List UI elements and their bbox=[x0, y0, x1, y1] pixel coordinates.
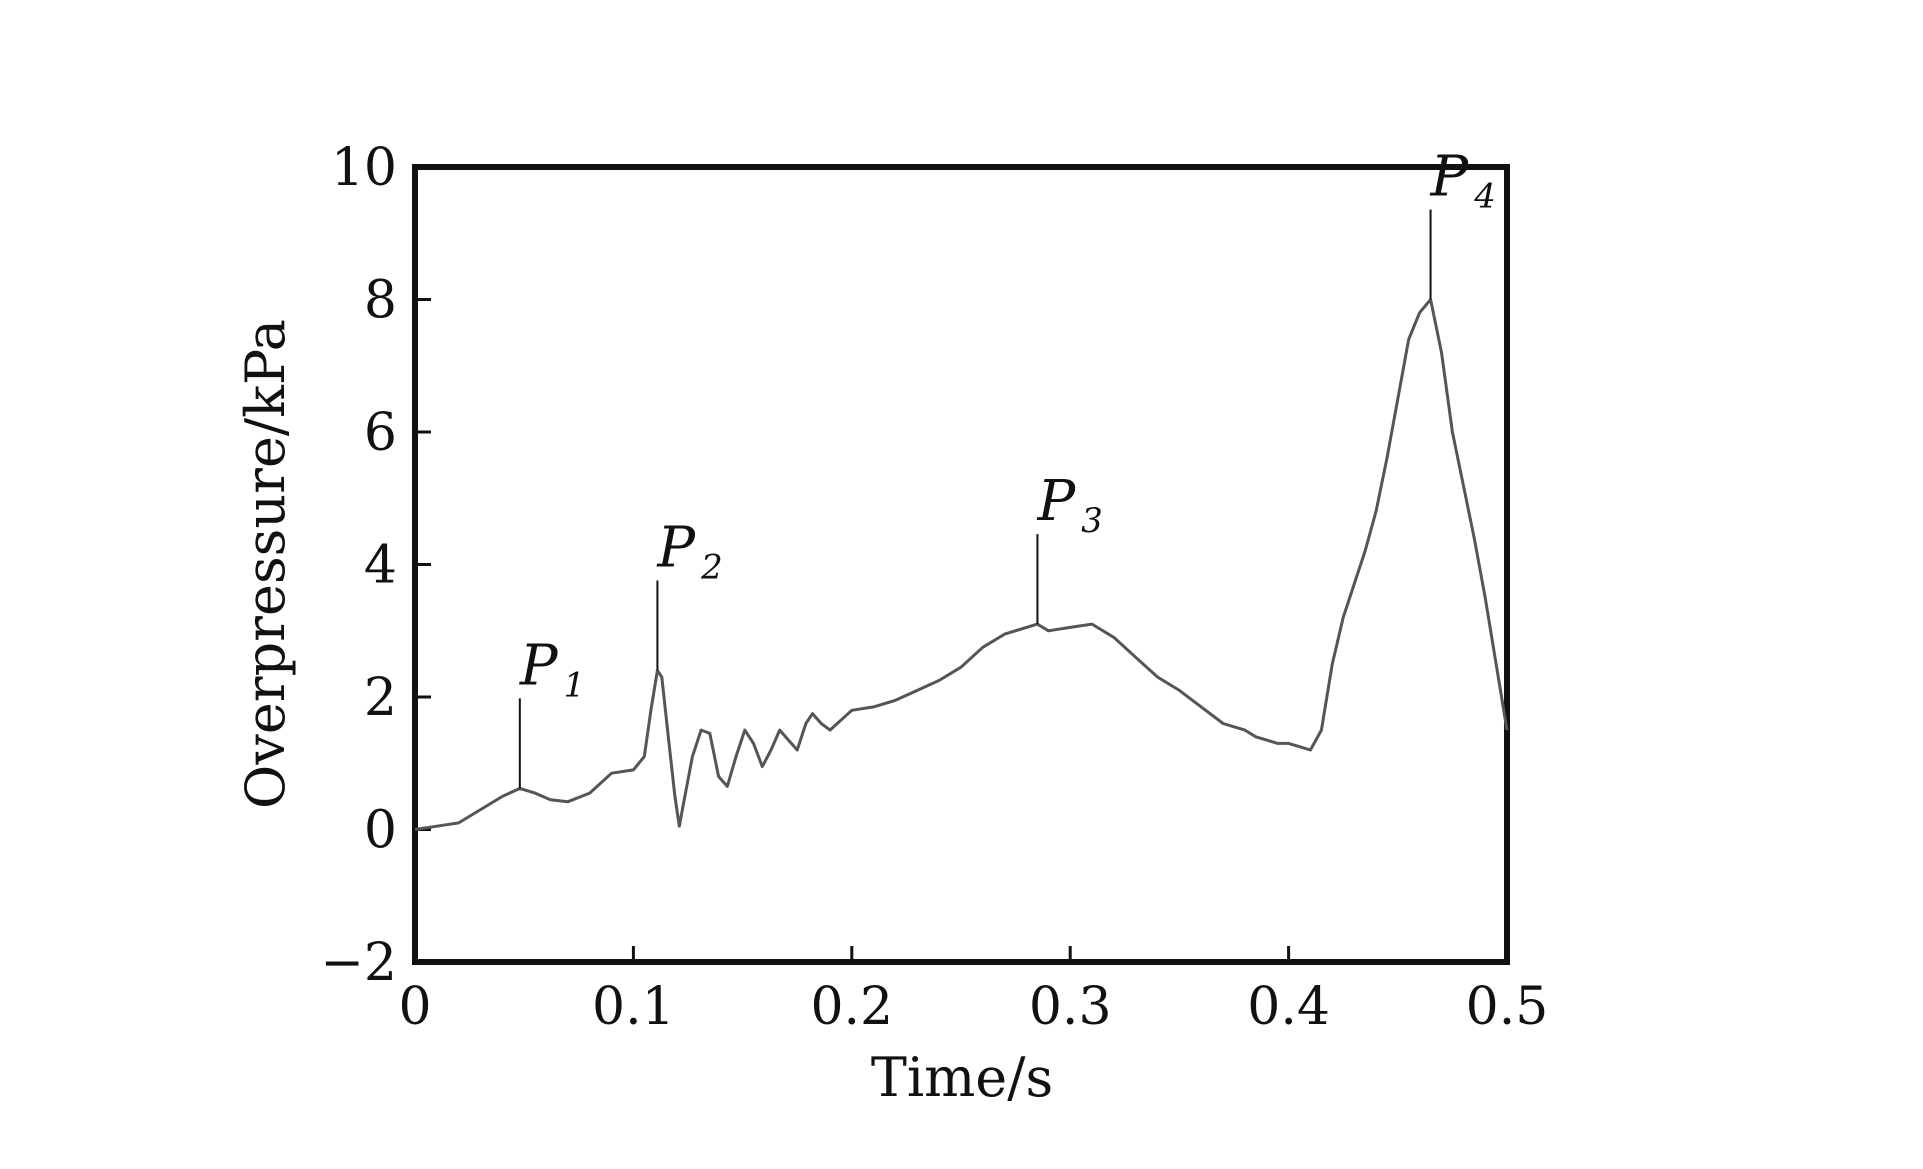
axis-ticks bbox=[413, 165, 1509, 964]
x-tick-label: 0.2 bbox=[810, 977, 893, 1037]
x-tick-label: 0.4 bbox=[1247, 977, 1330, 1037]
x-tick-label: 0.3 bbox=[1029, 977, 1112, 1037]
y-axis-label: Overpressure/kPa bbox=[234, 319, 297, 809]
y-tick-label: −2 bbox=[320, 933, 397, 993]
y-tick-label: 8 bbox=[364, 271, 397, 331]
y-tick-label: 2 bbox=[364, 668, 397, 728]
series-line bbox=[414, 298, 1509, 831]
y-tick-label: 6 bbox=[364, 403, 397, 463]
x-tick-label: 0.1 bbox=[592, 977, 675, 1037]
x-tick-label: 0.5 bbox=[1466, 977, 1549, 1037]
y-tick-label: 4 bbox=[364, 536, 397, 596]
y-tick-label: 0 bbox=[364, 801, 397, 861]
peak-annotations: P 1 P 2 P 3 P 4 bbox=[518, 145, 1496, 789]
y-tick-label: 10 bbox=[331, 138, 397, 198]
plot-frame bbox=[412, 164, 1510, 965]
x-axis-label: Time/s bbox=[871, 1046, 1053, 1109]
x-tick-label: 0 bbox=[398, 977, 431, 1037]
